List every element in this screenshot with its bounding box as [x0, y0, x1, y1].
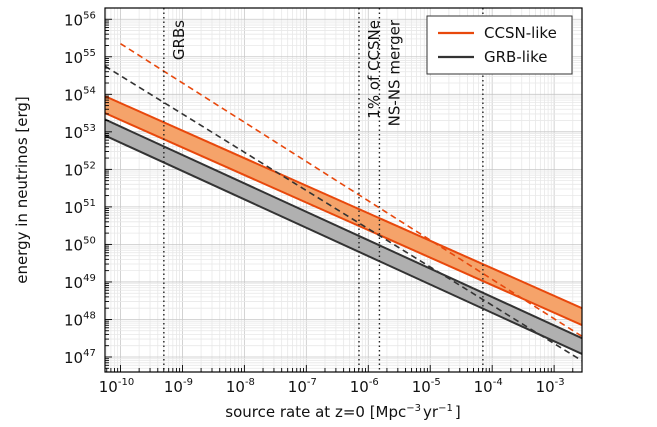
x-tick-label: 10-7 [288, 377, 317, 396]
x-tick-label: 10-5 [412, 377, 441, 396]
y-tick-label: 1055 [64, 48, 96, 67]
y-tick-label: 1047 [64, 348, 96, 367]
y-axis-label: energy in neutrinos [erg] [13, 96, 31, 284]
legend: CCSN-like GRB-like [426, 15, 573, 75]
vertical-marker-label-ns-ns-merger: NS-NS merger [385, 19, 403, 126]
y-tick-label: 1048 [64, 310, 96, 329]
x-tick-label: 10-4 [474, 377, 503, 396]
band-upper-edge-ccsn-like [105, 95, 582, 310]
dashed-line-grb-like [105, 65, 582, 362]
vertical-marker-label-1-of-ccsne: 1% of CCSNe [365, 20, 383, 119]
band-fill-grb-like [105, 119, 582, 354]
vertical-marker-label-grbs: GRBs [170, 20, 188, 60]
y-tick-label: 1052 [64, 160, 96, 179]
x-axis-label: source rate at z=0 [Mpc−3 yr−1] [225, 403, 460, 421]
y-tick-label: 1050 [64, 235, 96, 254]
y-tick-label: 1056 [64, 10, 96, 29]
y-tick-label: 1049 [64, 273, 96, 292]
dashed-line-layer [105, 42, 582, 362]
x-tick-label: 10-8 [226, 377, 255, 396]
x-tick-label: 10-9 [164, 377, 193, 396]
tick-layer: 10-10 10-9 10-8 10-7 10-6 10-5 10-4 10-3 1047 104… [64, 10, 574, 396]
band-fill-ccsn-like [105, 96, 582, 326]
legend-box [426, 15, 573, 75]
dashed-line-ccsn-like [120, 42, 582, 338]
legend-label-grb-like: GRB-like [484, 48, 547, 66]
x-tick-label: 10-6 [350, 377, 379, 396]
legend-label-ccsn-like: CCSN-like [484, 24, 557, 42]
band-layer [105, 95, 582, 355]
y-tick-label: 1051 [64, 198, 96, 217]
x-tick-label: 10-3 [536, 377, 565, 396]
band-lower-edge-grb-like [105, 134, 582, 355]
x-tick-label: 10-10 [99, 377, 134, 396]
band-lower-edge-ccsn-like [105, 112, 582, 327]
y-tick-label: 1053 [64, 123, 96, 142]
y-tick-label: 1054 [64, 85, 96, 104]
band-upper-edge-grb-like [105, 118, 582, 340]
